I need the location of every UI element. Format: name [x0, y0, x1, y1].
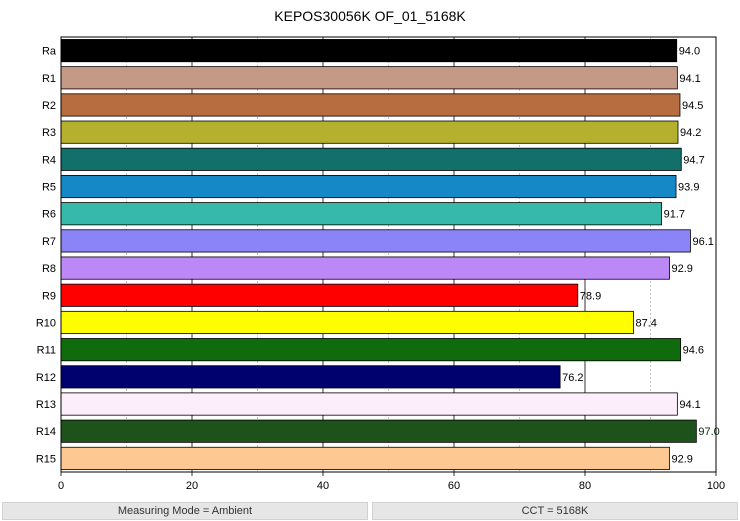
x-axis: 0 20 40 60 80 100 — [58, 472, 725, 492]
cct-label: CCT = 5168K — [372, 502, 738, 520]
chart: KEPOS30056K OF_01_5168K Ra 94.0 R1 94.1 R2 94… — [36, 8, 725, 492]
bar-r8 — [60, 256, 670, 280]
value-label: 97.0 — [698, 426, 719, 438]
bar-r11 — [60, 338, 682, 362]
value-label: 92.9 — [671, 453, 692, 465]
bar-r9 — [60, 283, 579, 307]
value-label: 76.2 — [562, 372, 583, 384]
bar-r15 — [60, 446, 670, 470]
category-label: Ra — [42, 46, 57, 58]
value-label: 94.5 — [682, 100, 703, 112]
x-tick-label: 0 — [58, 480, 64, 492]
x-tick-label: 80 — [579, 480, 591, 492]
value-label: 94.1 — [679, 73, 700, 85]
category-label: R4 — [42, 154, 56, 166]
category-label: R15 — [36, 453, 56, 465]
value-label: 94.2 — [680, 127, 701, 139]
bar-r13 — [60, 392, 678, 416]
status-bar: Measuring Mode = Ambient CCT = 5168K — [0, 501, 740, 521]
value-label: 94.0 — [679, 46, 700, 58]
value-label: 94.7 — [683, 154, 704, 166]
category-label: R13 — [36, 399, 56, 411]
value-label: 78.9 — [580, 290, 601, 302]
bar-ra — [60, 39, 678, 63]
value-label: 87.4 — [635, 317, 656, 329]
bar-r2 — [60, 93, 681, 117]
bar-r1 — [60, 66, 678, 90]
bar-r14 — [60, 419, 697, 443]
bars: Ra 94.0 R1 94.1 R2 94.5 R3 94.2 R4 94.7 R5 93.9 R6 91… — [36, 39, 720, 470]
category-label: R1 — [42, 73, 56, 85]
category-label: R3 — [42, 127, 56, 139]
x-tick-label: 20 — [186, 480, 198, 492]
category-label: R11 — [37, 345, 56, 357]
bar-r3 — [60, 120, 679, 144]
bar-r6 — [60, 202, 663, 226]
value-label: 96.1 — [692, 236, 713, 248]
x-tick-label: 100 — [707, 480, 725, 492]
value-label: 94.1 — [679, 399, 700, 411]
bar-r12 — [60, 365, 561, 389]
bar-r5 — [60, 174, 677, 199]
category-label: R12 — [36, 372, 56, 384]
category-label: R8 — [42, 263, 56, 275]
plot-frame — [60, 36, 717, 473]
value-label: 92.9 — [671, 263, 692, 275]
bar-r4 — [60, 147, 682, 171]
category-label: R2 — [42, 100, 56, 112]
x-tick-label: 40 — [317, 480, 329, 492]
chart-title: KEPOS30056K OF_01_5168K — [274, 8, 466, 24]
category-label: R7 — [42, 236, 56, 248]
category-label: R5 — [42, 182, 56, 194]
category-label: R14 — [36, 426, 56, 438]
measuring-mode-label: Measuring Mode = Ambient — [2, 502, 368, 520]
category-label: R6 — [42, 209, 56, 221]
value-label: 93.9 — [678, 182, 699, 194]
value-label: 94.6 — [683, 345, 704, 357]
x-tick-label: 60 — [448, 480, 460, 492]
value-label: 91.7 — [664, 209, 685, 221]
bar-r10 — [60, 310, 634, 335]
category-label: R10 — [36, 317, 56, 329]
bar-r7 — [60, 229, 691, 253]
category-label: R9 — [42, 290, 56, 302]
